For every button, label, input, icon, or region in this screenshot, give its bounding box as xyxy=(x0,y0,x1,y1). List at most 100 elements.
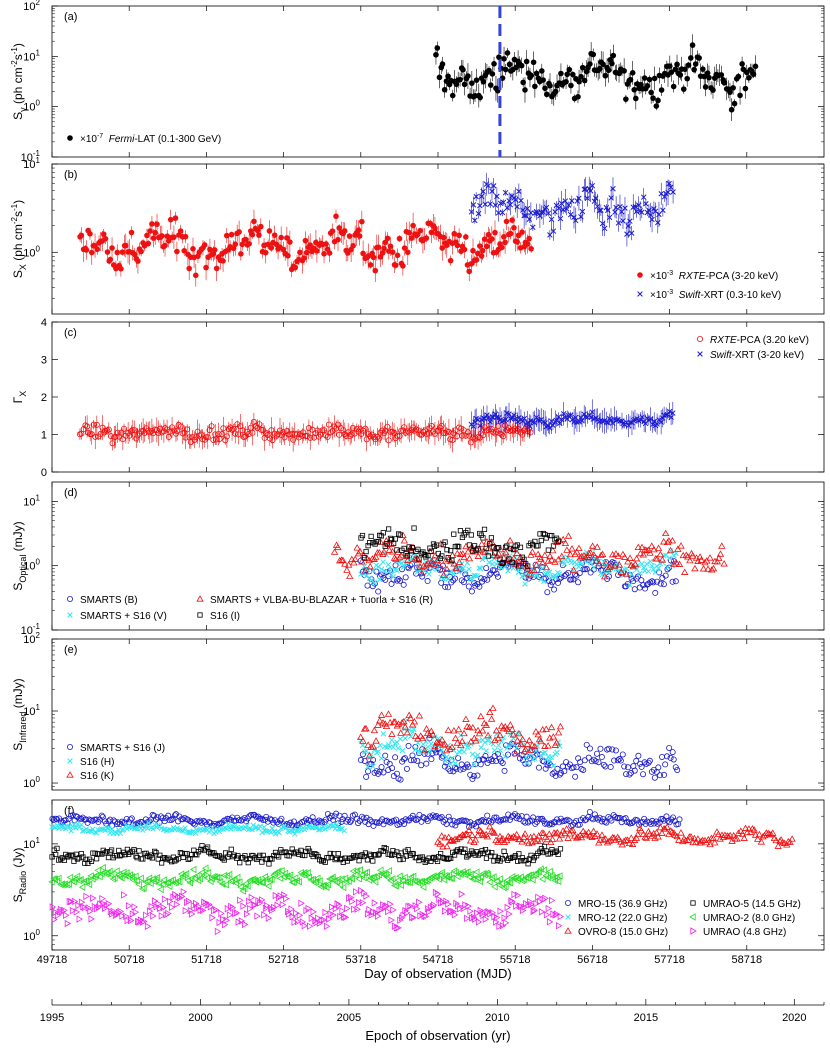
data-point xyxy=(746,75,752,81)
data-point xyxy=(314,248,320,254)
y-axis-label: SInfrared (mJy) xyxy=(11,678,28,750)
data-point xyxy=(287,239,293,245)
panel-letter: (a) xyxy=(64,11,77,23)
panel-letter: (c) xyxy=(64,327,77,339)
data-point xyxy=(684,76,690,82)
y-tick-label: 0 xyxy=(41,467,47,479)
data-point xyxy=(739,61,745,67)
data-point xyxy=(490,71,496,77)
legend-text: SMARTS + S16 (V) xyxy=(80,611,167,622)
panel-letter: (f) xyxy=(64,805,74,817)
y-tick-label: 100 xyxy=(23,775,40,790)
plot-frame xyxy=(52,639,824,790)
data-point xyxy=(531,59,537,65)
legend-entry: ×10-3 Swift-XRT (0.3-10 keV) xyxy=(638,289,782,301)
data-point xyxy=(457,77,463,83)
data-point xyxy=(174,249,180,255)
data-point xyxy=(597,66,603,72)
data-point xyxy=(470,248,476,254)
data-point xyxy=(575,94,581,100)
data-point xyxy=(417,228,423,234)
data-point xyxy=(463,234,469,240)
data-point xyxy=(145,241,151,247)
data-point xyxy=(647,77,653,83)
data-point xyxy=(528,246,534,252)
data-point xyxy=(462,247,468,253)
legend-text: SMARTS + VLBA-BU-BLAZAR + Tuorla + S16 (… xyxy=(210,595,433,606)
data-point xyxy=(451,231,457,237)
data-point xyxy=(606,67,612,73)
y-tick-label: 102 xyxy=(23,631,40,646)
data-point xyxy=(671,84,677,90)
data-point xyxy=(491,61,497,67)
data-point xyxy=(465,73,471,79)
data-point xyxy=(190,246,196,252)
y-tick-label: 102 xyxy=(23,0,40,13)
data-point xyxy=(84,247,90,253)
data-point xyxy=(303,238,309,244)
data-point xyxy=(505,50,511,56)
data-point xyxy=(267,228,273,234)
data-point xyxy=(642,75,648,81)
data-point xyxy=(502,240,508,246)
data-point xyxy=(525,241,531,247)
data-point xyxy=(674,62,680,68)
data-point xyxy=(410,223,416,229)
data-point xyxy=(524,59,530,65)
data-point xyxy=(135,258,141,264)
data-point xyxy=(507,62,513,68)
data-point xyxy=(395,252,401,258)
data-point xyxy=(652,76,658,82)
data-point xyxy=(544,92,550,98)
data-point xyxy=(655,98,661,104)
data-point xyxy=(214,266,220,272)
legend-text: Swift-XRT (3-20 keV) xyxy=(710,350,804,361)
data-point xyxy=(480,248,486,254)
data-point xyxy=(722,80,728,86)
data-point xyxy=(690,42,696,48)
data-point xyxy=(504,219,510,225)
data-point xyxy=(477,95,483,101)
data-point xyxy=(297,250,303,256)
data-point xyxy=(501,56,507,62)
data-point xyxy=(114,250,120,256)
data-point xyxy=(278,235,284,241)
data-point xyxy=(753,64,759,70)
data-point xyxy=(681,86,687,92)
data-point xyxy=(540,77,546,83)
data-point xyxy=(269,245,275,251)
data-point xyxy=(553,89,559,95)
plot-frame xyxy=(52,322,824,472)
legend-marker xyxy=(67,135,73,141)
y-tick-label: 101 xyxy=(23,493,40,508)
data-point xyxy=(567,67,573,73)
data-point xyxy=(164,233,170,239)
data-point xyxy=(168,217,174,223)
y-tick-label: 101 xyxy=(23,48,40,63)
y-tick-label: 3 xyxy=(41,355,47,367)
data-point xyxy=(285,253,291,259)
data-point xyxy=(251,219,257,225)
data-point xyxy=(433,52,439,58)
data-point xyxy=(730,85,736,91)
panel-letter: (b) xyxy=(64,169,77,181)
data-point xyxy=(321,251,327,257)
legend-entry: RXTE-PCA (3.20 keV) xyxy=(697,335,809,346)
data-point xyxy=(456,233,462,239)
legend-text: RXTE-PCA (3.20 keV) xyxy=(710,335,809,346)
data-point xyxy=(522,87,528,93)
legend-text: S16 (I) xyxy=(210,611,240,622)
data-point xyxy=(162,243,168,249)
data-point xyxy=(563,79,569,85)
data-point xyxy=(390,249,396,255)
y-axis-label: ΓX xyxy=(11,391,28,404)
y-tick-label: 101 xyxy=(23,156,40,171)
data-point xyxy=(400,263,406,269)
data-point xyxy=(87,231,93,237)
data-point xyxy=(246,241,252,247)
y-tick-label: 2 xyxy=(41,392,47,404)
